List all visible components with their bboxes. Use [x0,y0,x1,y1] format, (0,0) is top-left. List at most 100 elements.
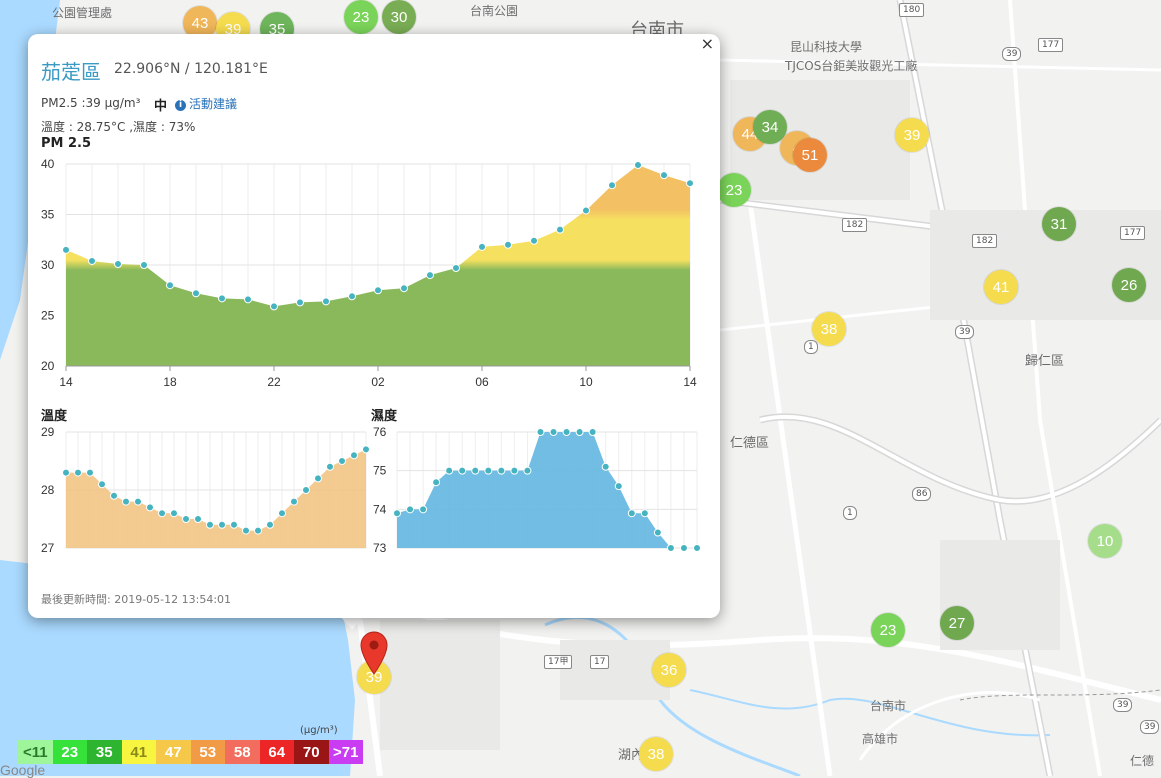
data-point [140,261,148,269]
data-point [400,284,408,293]
data-point [478,242,486,251]
pm25-marker[interactable]: 27 [940,606,974,640]
data-point [170,509,178,518]
activity-advice-label: 活動建議 [189,97,238,111]
pm25-marker[interactable]: 41 [984,270,1018,304]
pm25-marker[interactable]: 31 [1042,207,1076,241]
x-tick-label: 14 [683,375,697,389]
data-point [362,445,370,454]
series-area [66,449,366,548]
data-point [166,281,174,290]
road-shield: 39 [1140,720,1160,734]
map-label-park-office: 公園管理處 [52,6,113,20]
data-point [393,509,401,518]
location-pin-icon[interactable] [359,630,389,676]
data-point [88,256,96,265]
x-tick-label: 06 [475,375,489,389]
data-point [230,520,238,529]
pm25-marker[interactable]: 38 [639,737,673,771]
data-point [432,478,441,487]
road-shield: 1 [804,340,818,354]
data-point [122,497,130,506]
data-point [666,544,675,552]
data-point [419,505,428,514]
data-point [194,515,202,523]
data-point [634,161,642,170]
data-point [679,544,688,552]
pm25-marker[interactable]: 38 [812,312,846,346]
data-point [582,206,590,215]
data-point [244,295,252,304]
pm25-marker[interactable]: 39 [895,118,929,152]
google-logo: Google [0,762,46,778]
data-point [452,264,460,273]
pm25-marker[interactable]: 23 [344,0,378,34]
pm25-marker[interactable]: 10 [1088,524,1122,558]
data-point [562,428,571,436]
station-coordinates: 22.906°N / 120.181°E [114,61,268,77]
pm25-marker[interactable]: 23 [871,613,905,647]
popup-tip [340,616,364,630]
pm25-chart-title: PM 2.5 [41,136,92,151]
data-point [242,526,250,535]
last-updated: 最後更新時間: 2019-05-12 13:54:01 [41,593,232,606]
map-label-guiren: 歸仁區 [1025,354,1065,369]
data-point [98,480,106,489]
data-point [588,428,597,436]
data-point [62,245,70,254]
y-tick-label: 76 [373,425,387,439]
map-label-tainan-park: 台南公園 [470,4,519,18]
data-point [406,505,415,514]
map-label-hunei: 湖內 [618,748,645,763]
data-point [426,271,434,280]
data-point [374,286,382,295]
map-label-renwu: 仁德 [1130,754,1155,768]
legend-item: 35 [87,740,122,764]
y-tick-label: 20 [41,359,55,373]
data-point [302,486,310,494]
data-point [530,236,538,245]
y-tick-label: 25 [41,309,55,323]
map-label-rende: 仁德區 [730,436,770,451]
data-point [254,526,262,535]
legend-item: <11 [18,740,53,764]
road-shield: 39 [1113,698,1133,712]
pm25-marker[interactable]: 23 [717,173,751,207]
data-point [266,520,274,529]
x-tick-label: 18 [163,375,177,389]
y-tick-label: 30 [41,258,55,272]
data-point [326,462,334,471]
data-point [653,528,662,537]
y-tick-label: 27 [41,541,55,555]
map-label-tainan-city-2: 台南市 [870,699,907,713]
pm25-marker[interactable]: 30 [382,0,416,34]
pm25-marker[interactable]: 51 [793,138,827,172]
data-point [314,474,322,483]
data-point [471,466,480,475]
activity-advice-link[interactable]: i 活動建議 [175,95,237,112]
pm25-marker[interactable]: 36 [652,653,686,687]
info-icon: i [175,100,186,111]
legend-item: 23 [52,740,87,764]
pm25-marker[interactable]: 34 [753,110,787,144]
station-popup: × 茄萣區 22.906°N / 120.181°E PM2.5 :39 μg/… [28,34,720,618]
humidity-chart: 73 74 75 76 [373,425,701,555]
legend-item: 47 [156,740,191,764]
data-point [278,509,286,518]
data-point [206,520,214,529]
data-point [348,292,356,301]
pm25-marker[interactable]: 26 [1112,268,1146,302]
data-point [445,466,454,475]
close-icon[interactable]: × [700,34,714,53]
legend-unit: (μg/m³) [300,725,338,736]
data-point [218,520,226,529]
x-tick-label: 02 [371,375,385,389]
station-name: 茄萣區 [41,60,101,84]
data-point [484,466,493,475]
data-point [192,289,200,298]
data-point [350,451,358,460]
pm25-legend: <11 23 35 41 47 53 58 64 70 >71 [18,740,363,764]
data-point [114,259,122,268]
data-point [182,515,190,523]
road-shield: 17 [590,655,610,669]
